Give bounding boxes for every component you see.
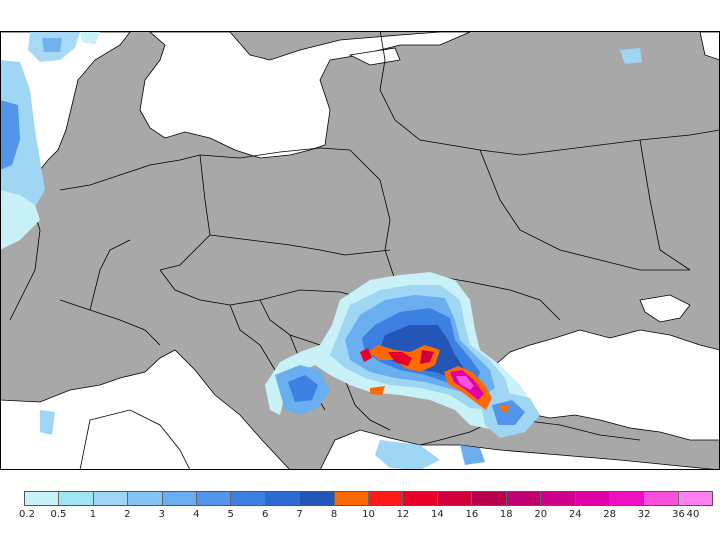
legend-tick-label: 8: [331, 509, 337, 520]
legend-swatch: [197, 492, 231, 505]
legend-tick-label: 18: [500, 509, 513, 520]
legend-tick-label: 16: [465, 509, 478, 520]
legend-tick-label: 4: [193, 509, 199, 520]
legend-swatch: [644, 492, 678, 505]
legend-swatch: [369, 492, 403, 505]
legend-tick-label: 7: [296, 509, 302, 520]
legend-tick-label: 0.2: [19, 509, 35, 520]
legend-swatch: [266, 492, 300, 505]
legend-tick-label: 14: [431, 509, 444, 520]
legend-tick-label: 0.5: [50, 509, 66, 520]
legend-swatch: [128, 492, 162, 505]
legend-swatch: [94, 492, 128, 505]
legend-tick-label: 10: [362, 509, 375, 520]
legend-tick-label: 6: [262, 509, 268, 520]
legend-tick-label: 3: [159, 509, 165, 520]
legend-swatch: [541, 492, 575, 505]
top-margin: [0, 0, 720, 31]
legend-tick-label: 1: [90, 509, 96, 520]
legend-tick-label: 12: [397, 509, 410, 520]
legend-swatch: [231, 492, 265, 505]
legend-tick-label: 40: [687, 509, 700, 520]
legend-swatch: [438, 492, 472, 505]
legend-color-bar: [24, 491, 713, 506]
legend-swatch: [507, 492, 541, 505]
legend-swatch: [59, 492, 93, 505]
precipitation-map: [0, 0, 720, 470]
legend-tick-label: 28: [603, 509, 616, 520]
legend-tick-label: 32: [638, 509, 651, 520]
legend-swatch: [576, 492, 610, 505]
legend-tick-label: 5: [228, 509, 234, 520]
legend-tick-labels: 0.2 0.5 1 2 3 4 5 6 7 8 10 12 14 16 18 20 24 28 32 36 40: [0, 509, 720, 523]
legend-swatch: [472, 492, 506, 505]
legend-swatch: [335, 492, 369, 505]
legend-swatch: [163, 492, 197, 505]
legend-swatch: [403, 492, 437, 505]
legend-tick-label: 20: [534, 509, 547, 520]
legend-swatch: [610, 492, 644, 505]
legend-swatch: [300, 492, 334, 505]
legend-tick-label: 2: [124, 509, 130, 520]
legend-tick-label: 36: [672, 509, 685, 520]
legend-swatch: [679, 492, 712, 505]
legend-swatch: [25, 492, 59, 505]
legend-tick-label: 24: [569, 509, 582, 520]
